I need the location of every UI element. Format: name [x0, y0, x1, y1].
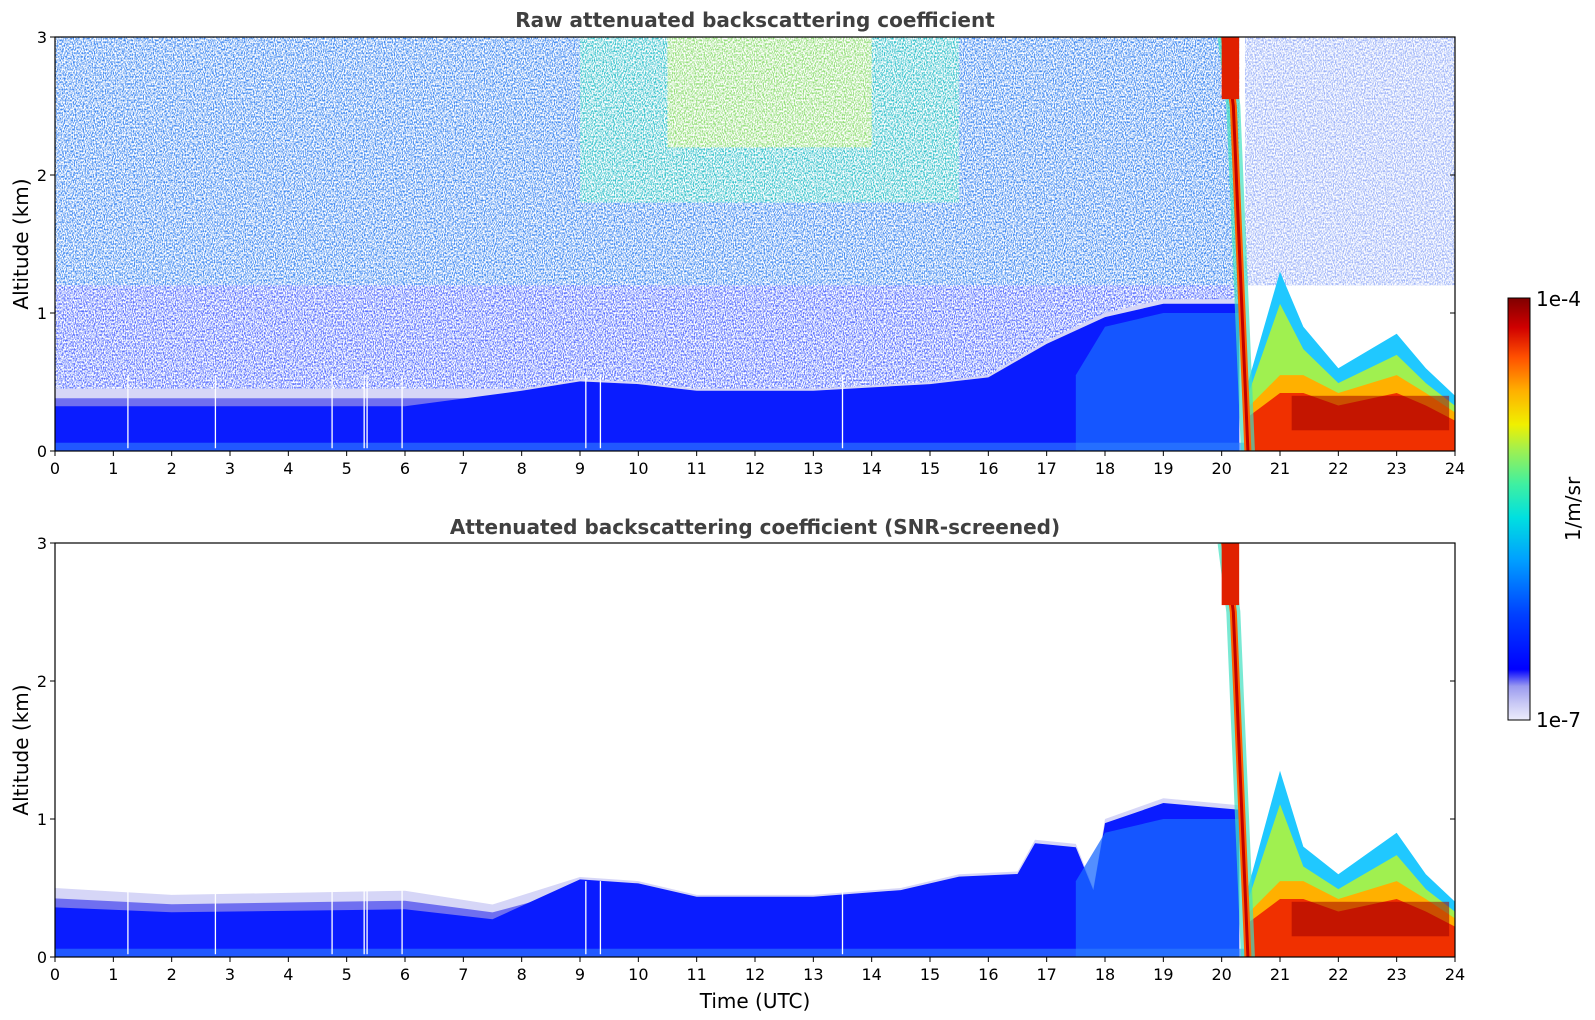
plot-area-screened: [55, 543, 1455, 957]
x-tick-label: 15: [920, 459, 940, 478]
panel-screened: Attenuated backscattering coefficient (S…: [9, 515, 1465, 1013]
x-tick-label: 12: [745, 965, 765, 984]
x-tick-label: 22: [1328, 965, 1348, 984]
x-tick-label: 3: [225, 459, 235, 478]
x-tick-label: 24: [1445, 459, 1465, 478]
x-tick-label: 23: [1386, 965, 1406, 984]
y-tick-label: 1: [37, 810, 47, 829]
x-tick-label: 2: [167, 459, 177, 478]
x-tick-label: 9: [575, 965, 585, 984]
upper-noise-yellow: [667, 37, 872, 148]
x-tick-label: 6: [400, 459, 410, 478]
x-tick-label: 12: [745, 459, 765, 478]
x-tick-label: 7: [458, 459, 468, 478]
x-tick-label: 4: [283, 459, 293, 478]
x-tick-label: 11: [686, 965, 706, 984]
x-tick-label: 13: [803, 459, 823, 478]
axes-screened: 0 1 2 3 4 5 6 7 8 9 10 11 12 13 14 15 16 17 18 19 20 21 22 23 24…: [37, 534, 1465, 984]
x-tick-label: 1: [108, 965, 118, 984]
boundary-layer-late: [1075, 819, 1240, 957]
y-tick-label: 1: [37, 304, 47, 323]
x-tick-label: 5: [342, 459, 352, 478]
x-tick-label: 13: [803, 965, 823, 984]
x-tick-label: 4: [283, 965, 293, 984]
x-tick-label: 0: [50, 459, 60, 478]
plot-area-raw: [55, 37, 1455, 451]
right-noise: [1245, 37, 1455, 286]
x-tick-label: 16: [978, 965, 998, 984]
streak-top: [1221, 37, 1240, 100]
x-tick-label: 5: [342, 965, 352, 984]
x-tick-label: 19: [1153, 459, 1173, 478]
y-tick-label: 2: [37, 166, 47, 185]
colorbar-max-label: 1e-4: [1536, 287, 1581, 311]
y-tick-label: 0: [37, 948, 47, 967]
colorbar-min-label: 1e-7: [1536, 708, 1581, 732]
x-tick-label: 21: [1270, 965, 1290, 984]
x-tick-label: 18: [1095, 459, 1115, 478]
x-tick-label: 6: [400, 965, 410, 984]
panel-1-title: Raw attenuated backscattering coefficien…: [515, 8, 995, 32]
x-tick-label: 2: [167, 965, 177, 984]
x-tick-label: 20: [1211, 965, 1231, 984]
y-tick-label: 3: [37, 28, 47, 47]
y-axis-label-raw: Altitude (km): [9, 178, 33, 309]
surface-band: [55, 442, 1455, 451]
x-tick-label: 23: [1386, 459, 1406, 478]
surface-band: [55, 948, 1455, 957]
cloud-core: [1291, 395, 1450, 431]
y-tick-label: 2: [37, 672, 47, 691]
cloud-core: [1291, 901, 1450, 937]
streak-top: [1221, 543, 1240, 606]
x-tick-label: 11: [686, 459, 706, 478]
boundary-layer-late: [1075, 313, 1240, 451]
x-tick-label: 19: [1153, 965, 1173, 984]
colorbar: 1e-4 1e-7 1/m/sr: [1507, 287, 1585, 732]
y-axis-label-screened: Altitude (km): [9, 684, 33, 815]
x-tick-label: 18: [1095, 965, 1115, 984]
x-tick-label: 1: [108, 459, 118, 478]
axes-raw: 0 1 2 3 4 5 6 7 8 9 10 11 12 13 14 15 16 17 18 19 20 21 22 23 24…: [37, 28, 1465, 478]
x-tick-label: 16: [978, 459, 998, 478]
noise-field: [55, 37, 1455, 389]
x-tick-label: 10: [628, 459, 648, 478]
boundary-layer-core: [55, 803, 1240, 957]
colorbar-unit-label: 1/m/sr: [1561, 476, 1585, 541]
y-tick-label: 0: [37, 442, 47, 461]
x-tick-label: 9: [575, 459, 585, 478]
x-tick-label: 22: [1328, 459, 1348, 478]
x-tick-label: 0: [50, 965, 60, 984]
y-tick-label: 3: [37, 534, 47, 553]
x-tick-label: 15: [920, 965, 940, 984]
panel-raw: Raw attenuated backscattering coefficien…: [9, 8, 1465, 478]
x-tick-label: 3: [225, 965, 235, 984]
x-axis-label: Time (UTC): [699, 989, 811, 1013]
x-tick-label: 20: [1211, 459, 1231, 478]
x-tick-label: 24: [1445, 965, 1465, 984]
x-tick-label: 8: [517, 459, 527, 478]
x-tick-label: 8: [517, 965, 527, 984]
x-tick-label: 10: [628, 965, 648, 984]
x-tick-label: 14: [861, 459, 881, 478]
panel-2-title: Attenuated backscattering coefficient (S…: [450, 515, 1060, 539]
x-tick-label: 14: [861, 965, 881, 984]
boundary-layer-core: [55, 303, 1240, 451]
x-tick-label: 17: [1036, 459, 1056, 478]
x-tick-label: 21: [1270, 459, 1290, 478]
colorbar-gradient: [1507, 297, 1531, 721]
x-tick-label: 7: [458, 965, 468, 984]
x-tick-label: 17: [1036, 965, 1056, 984]
